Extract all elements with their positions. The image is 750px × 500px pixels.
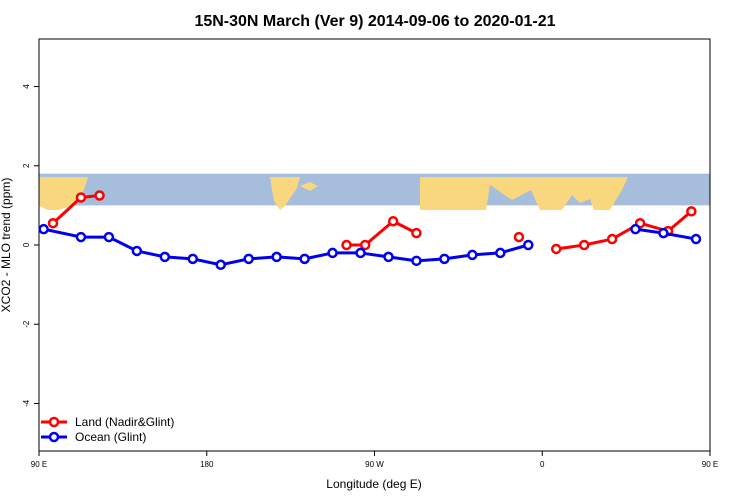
x-tick-label: 90 W xyxy=(365,460,384,469)
x-tick-label: 180 xyxy=(200,460,214,469)
y-axis: -4 -2 0 2 4 xyxy=(22,84,39,407)
data-point xyxy=(387,215,399,227)
data-point xyxy=(550,243,562,255)
data-point xyxy=(690,233,702,245)
legend-ocean-label: Ocean (Glint) xyxy=(75,430,146,444)
x-tick-label: 0 xyxy=(540,460,545,469)
data-point xyxy=(131,245,143,257)
data-point xyxy=(411,227,422,239)
data-point xyxy=(523,239,534,251)
data-point xyxy=(606,233,618,245)
data-point xyxy=(355,247,366,259)
y-tick-label: 2 xyxy=(22,163,31,168)
data-point xyxy=(658,227,669,239)
y-tick-label: -4 xyxy=(22,399,31,407)
data-point xyxy=(513,231,525,243)
map-land-shape xyxy=(420,177,628,210)
x-tick-label: 90 E xyxy=(702,460,718,469)
data-point xyxy=(38,223,49,235)
x-axis-label: Longitude (deg E) xyxy=(326,477,421,491)
series-line xyxy=(43,227,529,267)
data-point xyxy=(327,247,338,259)
data-point xyxy=(299,253,310,265)
map-land-shape xyxy=(270,177,300,210)
series-ocean xyxy=(38,223,702,271)
data-point xyxy=(94,190,105,201)
series-line xyxy=(346,219,418,247)
legend-ocean-marker xyxy=(48,431,60,443)
data-point xyxy=(159,251,171,263)
map-band-land xyxy=(39,177,628,210)
legend-land-marker xyxy=(48,416,60,428)
plot-frame xyxy=(38,38,711,452)
series-layer xyxy=(38,190,702,271)
data-point xyxy=(495,247,506,259)
y-tick-label: -2 xyxy=(22,320,31,328)
data-point xyxy=(187,253,199,265)
y-axis-label: XCO2 - MLO trend (ppm) xyxy=(0,178,13,313)
data-point xyxy=(467,249,478,261)
data-point xyxy=(686,206,697,217)
y-tick-label: 0 xyxy=(22,242,31,247)
data-point xyxy=(47,217,59,229)
map-land-shape xyxy=(300,182,318,191)
map-land-shape xyxy=(39,177,88,210)
legend-land-label: Land (Nadir&Glint) xyxy=(75,415,174,429)
y-tick-label: 4 xyxy=(22,84,31,89)
map-band xyxy=(39,173,710,210)
data-point xyxy=(75,231,87,243)
data-point xyxy=(75,192,87,203)
data-point xyxy=(103,231,115,243)
data-point xyxy=(359,239,371,251)
data-point xyxy=(341,239,352,251)
legend: Land (Nadir&Glint) Ocean (Glint) xyxy=(41,415,174,444)
data-point xyxy=(215,259,226,271)
data-point xyxy=(578,239,590,251)
x-tick-label: 90 E xyxy=(31,460,47,469)
data-point xyxy=(411,255,422,267)
data-point xyxy=(271,251,282,263)
data-point xyxy=(383,251,394,263)
data-point xyxy=(439,253,450,265)
data-point xyxy=(243,253,254,265)
data-point xyxy=(630,223,641,235)
chart-title: 15N-30N March (Ver 9) 2014-09-06 to 2020… xyxy=(194,13,555,30)
